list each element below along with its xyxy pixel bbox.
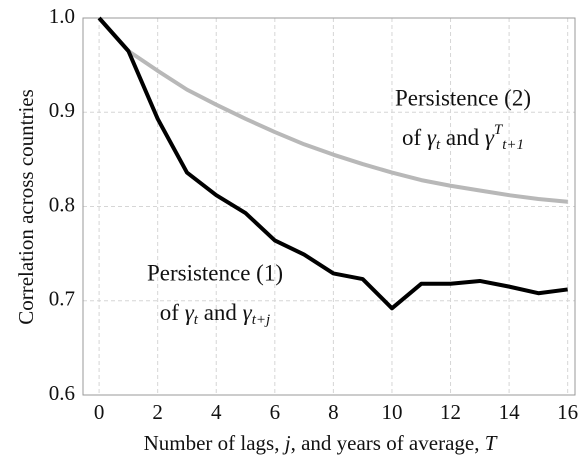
annotation-part: t+j — [252, 312, 270, 328]
annotation-part: γ — [185, 300, 195, 325]
line-series — [97, 16, 568, 204]
annotation-part: t+1 — [502, 137, 524, 153]
annotation-part: t — [436, 137, 441, 153]
annotation: of γt and γt+j — [160, 300, 270, 328]
y-axis-label: Correlation across countries — [14, 89, 38, 325]
x-tick-label: 2 — [152, 400, 163, 424]
x-tick-label: 10 — [381, 400, 402, 424]
y-tick-label: 1.0 — [49, 4, 75, 28]
x-tick-label: 4 — [211, 400, 222, 424]
line-series — [97, 16, 568, 311]
x-tick-label: 16 — [557, 400, 578, 424]
x-tick-label: 8 — [328, 400, 339, 424]
y-tick-label: 0.6 — [49, 381, 75, 405]
annotation: Persistence (2) — [395, 85, 531, 110]
plot-frame — [82, 17, 576, 396]
annotation-part: γ — [427, 125, 437, 150]
annotation-part: and — [440, 125, 485, 150]
annotation-part: γ — [243, 300, 253, 325]
annotation-part: t — [194, 312, 199, 328]
x-tick-label: 12 — [440, 400, 461, 424]
x-tick-label: 14 — [499, 400, 521, 424]
x-label-part: T — [485, 431, 498, 455]
annotation-part: of — [402, 125, 427, 150]
x-axis-label: Number of lags, j, and years of average,… — [144, 431, 498, 455]
x-tick-label: 6 — [270, 400, 281, 424]
y-tick-label: 0.8 — [49, 192, 75, 216]
annotation-part: γ — [485, 125, 495, 150]
y-tick-label: 0.7 — [49, 287, 75, 311]
x-label-part: Number of lags, — [144, 431, 285, 455]
annotation: of γt and γTt+1 — [402, 122, 524, 153]
annotation: Persistence (1) — [147, 260, 283, 285]
annotation-part: T — [494, 122, 504, 138]
x-label-part: , and years of average, — [291, 431, 485, 455]
grid — [83, 17, 575, 396]
x-label-part: j — [282, 431, 291, 455]
annotation-part: of — [160, 300, 185, 325]
x-tick-label: 0 — [94, 400, 105, 424]
annotation-part: and — [198, 300, 243, 325]
y-tick-label: 0.9 — [49, 98, 75, 122]
